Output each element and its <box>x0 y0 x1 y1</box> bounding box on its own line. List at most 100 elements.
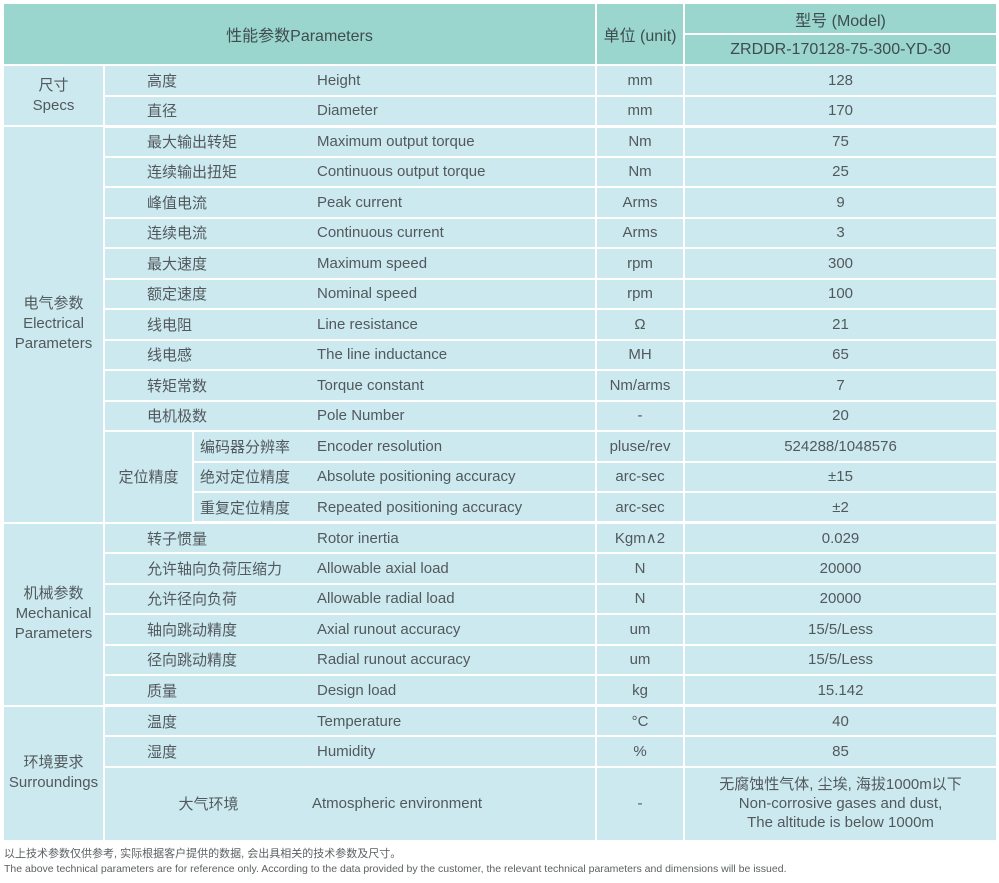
param-name-en: Nominal speed <box>317 285 418 303</box>
table-row: 绝对定位精度 Absolute positioning accuracy arc-… <box>3 460 999 493</box>
param-name-cn: 转矩常数 <box>147 377 208 395</box>
param-cell: 径向跳动精度 Radial runout accuracy <box>102 643 598 676</box>
unit-cell: N <box>595 582 686 615</box>
param-name-en: Line resistance <box>317 315 418 333</box>
unit-cell: - <box>595 765 686 842</box>
param-cell: 允许轴向负荷压缩力 Allowable axial load <box>102 552 598 585</box>
value-cell: 20000 <box>683 552 999 585</box>
param-cell: 质量 Design load <box>102 674 598 707</box>
param-name-en: The line inductance <box>317 346 448 364</box>
unit-cell: um <box>595 643 686 676</box>
unit-cell: Arms <box>595 186 686 219</box>
value-cell: 15/5/Less <box>683 613 999 646</box>
param-name-cn: 最大输出转矩 <box>147 134 238 151</box>
unit-cell: Nm/arms <box>595 369 686 402</box>
model-header: 型号 (Model) <box>683 2 999 35</box>
param-name-en: Allowable axial load <box>317 559 449 577</box>
table-row: 尺寸 Specs 高度 Height mm 128 <box>2 64 999 127</box>
param-cell: 连续电流 Continuous current <box>102 216 598 249</box>
param-name-cn: 重复定位精度 <box>200 499 291 517</box>
unit-cell: arc-sec <box>595 491 686 524</box>
table-row: 峰值电流 Peak current Arms 9 <box>3 186 999 219</box>
table-row: 大气环境 Atmospheric environment - 无腐蚀性气体, 尘埃… <box>3 765 999 842</box>
section-label-mechanical: 机械参数 Mechanical Parameters <box>2 521 105 707</box>
param-name-cn: 湿度 <box>147 743 178 761</box>
value-cell: ±15 <box>683 460 999 493</box>
value-cell: ±2 <box>683 491 999 524</box>
param-name-en: Atmospheric environment <box>312 795 483 812</box>
table-row: 连续输出扭矩 Continuous output torque Nm 25 <box>3 155 999 188</box>
unit-cell: MH <box>595 338 686 371</box>
param-cell: 温度 Temperature <box>102 704 598 737</box>
value-cell: 0.029 <box>683 521 999 554</box>
table-row: 重复定位精度 Repeated positioning accuracy arc-… <box>3 491 999 524</box>
value-cell: 65 <box>683 338 999 371</box>
value-cell: 3 <box>683 216 999 249</box>
unit-cell: arc-sec <box>595 460 686 493</box>
subsection-label-positioning-accuracy: 定位精度 <box>103 430 194 524</box>
param-cell: 线电感 The line inductance <box>102 338 598 371</box>
table-row: 径向跳动精度 Radial runout accuracy um 15/5/Les… <box>3 643 999 676</box>
table-row: 质量 Design load kg 15.142 <box>3 674 999 707</box>
table-row: 转矩常数 Torque constant Nm/arms 7 <box>3 369 999 402</box>
param-name-en: Pole Number <box>317 407 405 425</box>
unit-cell: Arms <box>595 216 686 249</box>
value-cell: 75 <box>683 125 999 158</box>
value-cell: 15/5/Less <box>683 643 999 676</box>
value-cell: 100 <box>683 277 999 310</box>
model-value: ZRDDR-170128-75-300-YD-30 <box>683 33 999 66</box>
param-name-cn: 最大速度 <box>147 255 208 273</box>
param-name-en: Continuous current <box>317 224 444 242</box>
value-cell: 21 <box>683 308 999 341</box>
header-row: 性能参数Parameters 单位 (unit) 型号 (Model) <box>1 2 999 66</box>
param-cell: 直径 Diameter <box>102 94 598 128</box>
param-cell: 高度 Height <box>102 64 598 97</box>
param-name-cn: 大气环境 <box>178 796 239 813</box>
param-name-en: Torque constant <box>317 376 424 394</box>
value-cell: 40 <box>683 704 999 737</box>
param-cell: 转子惯量 Rotor inertia <box>102 521 598 554</box>
unit-cell: kg <box>595 674 686 707</box>
value-cell: 20 <box>683 399 999 432</box>
section-label-specs: 尺寸 Specs <box>2 64 105 127</box>
param-cell: 峰值电流 Peak current <box>102 186 598 219</box>
param-name-cn: 允许轴向负荷压缩力 <box>147 560 283 578</box>
section-label-surroundings: 环境要求 Surroundings <box>2 704 105 842</box>
value-cell: 9 <box>683 186 999 219</box>
value-cell: 20000 <box>683 582 999 615</box>
header-row-model: ZRDDR-170128-75-300-YD-30 <box>3 33 999 66</box>
unit-cell: Nm <box>595 155 686 188</box>
param-name-en: Encoder resolution <box>317 437 443 455</box>
unit-cell: rpm <box>595 247 686 280</box>
value-cell: 524288/1048576 <box>683 430 999 463</box>
value-cell: 300 <box>683 247 999 280</box>
table-row: 线电阻 Line resistance Ω 21 <box>3 308 999 341</box>
param-name-cn: 连续电流 <box>147 225 208 243</box>
param-name-cn: 电机极数 <box>147 408 208 426</box>
param-name-cn: 峰值电流 <box>147 194 208 212</box>
unit-cell: % <box>595 735 686 768</box>
table-row: 额定速度 Nominal speed rpm 100 <box>3 277 999 310</box>
param-cell: 线电阻 Line resistance <box>102 308 598 341</box>
footnote-en: The above technical parameters are for r… <box>4 862 787 875</box>
param-cell: 连续输出扭矩 Continuous output torque <box>102 155 598 188</box>
table-row: 允许径向负荷 Allowable radial load N 20000 <box>3 582 999 615</box>
unit-cell: um <box>595 613 686 646</box>
param-name-en: Humidity <box>317 742 376 760</box>
value-cell: 7 <box>683 369 999 402</box>
param-name-cn: 径向跳动精度 <box>147 652 238 670</box>
param-name-cn: 质量 <box>147 682 178 700</box>
param-name-en: Diameter <box>317 102 378 119</box>
value-cell: 15.142 <box>683 674 999 707</box>
param-name-cn: 允许径向负荷 <box>147 591 238 609</box>
param-name-cn: 编码器分辨率 <box>200 438 291 456</box>
param-name-cn: 转子惯量 <box>147 530 208 548</box>
unit-cell: °C <box>595 704 686 737</box>
param-cell: 大气环境 Atmospheric environment <box>102 765 598 842</box>
unit-cell: Nm <box>595 125 686 158</box>
footnotes: 以上技术参数仅供参考, 实际根据客户提供的数据, 会出具相关的技术参数及尺寸。 … <box>4 847 999 877</box>
param-name-cn: 连续输出扭矩 <box>147 164 238 182</box>
param-cell: 转矩常数 Torque constant <box>102 369 598 402</box>
param-name-en: Height <box>317 71 361 89</box>
table-row: 最大速度 Maximum speed rpm 300 <box>3 247 999 280</box>
